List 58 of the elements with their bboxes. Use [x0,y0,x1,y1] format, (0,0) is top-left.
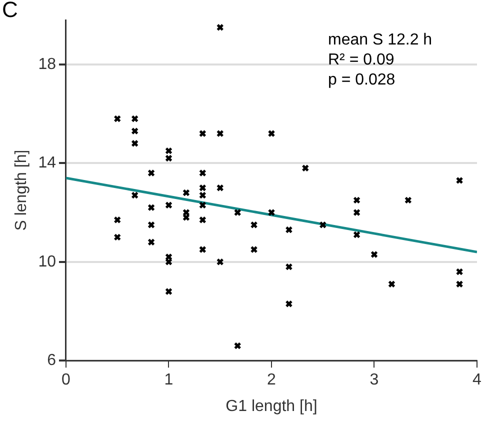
point [216,130,224,138]
point [165,288,172,296]
x-tick-label: 0 [62,372,71,389]
point [182,189,190,196]
y-tick-label: 18 [38,56,56,73]
point [198,201,206,209]
x-axis-title: G1 length [h] [226,398,318,415]
point [285,300,293,308]
point [456,268,464,276]
point [148,204,156,212]
annotation: R² = 0.09 [328,51,394,68]
point [114,216,122,224]
point [370,250,378,258]
point [353,196,361,204]
x-tick-label: 2 [267,372,276,389]
point [148,169,156,177]
point [198,216,206,224]
point [131,127,139,135]
point [148,221,156,229]
x-tick-label: 1 [164,372,174,389]
point [165,201,172,209]
point [234,208,242,216]
text: C [2,0,18,22]
y-tick-label: 6 [47,352,56,370]
annotation: mean S 12.2 h [328,31,432,48]
point [285,263,293,271]
point [319,221,327,229]
point [148,238,156,246]
point [302,164,310,172]
point [216,184,224,192]
point [114,233,122,241]
point [353,231,361,238]
point [456,176,464,184]
point [216,258,224,266]
point [198,169,206,177]
point [388,280,396,288]
x-tick-label: 4 [472,372,482,389]
point [268,130,276,138]
point [268,208,276,216]
y-tick-label: 14 [38,154,56,172]
point [198,246,206,254]
point [131,115,139,122]
point [131,140,139,148]
point [114,115,122,122]
point [456,280,464,288]
point [353,208,361,216]
point [250,246,258,254]
point [250,221,258,229]
point [234,342,242,350]
point [404,196,412,204]
point [131,192,139,199]
point [285,226,293,234]
x-tick-label: 3 [370,372,379,389]
point [198,130,206,138]
point [216,24,224,32]
y-axis-title: S length [h] [13,150,30,231]
y-tick-label: 10 [38,253,56,270]
annotation: p = 0.028 [328,71,396,88]
